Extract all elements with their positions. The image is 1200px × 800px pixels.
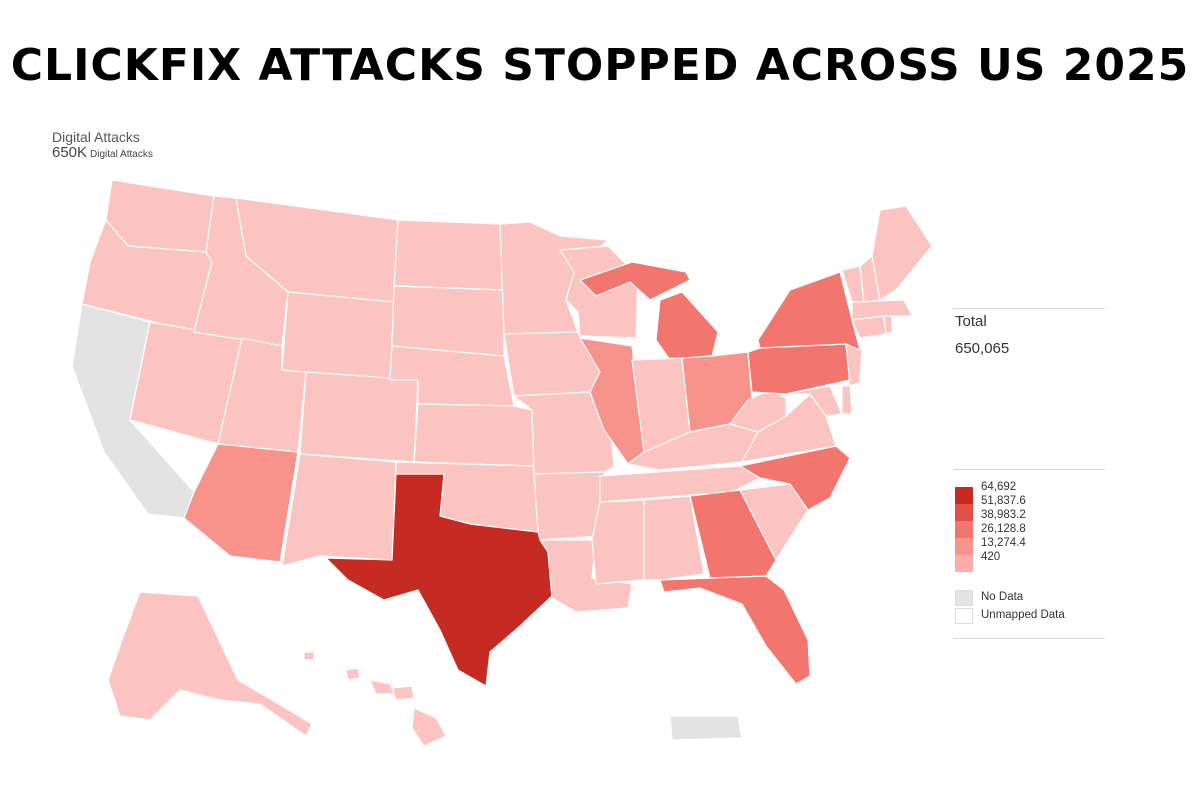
state-north-dakota <box>393 219 505 291</box>
state-west-virginia <box>729 389 787 433</box>
legend-swatch <box>955 538 973 555</box>
state-hawaii <box>303 651 315 661</box>
state-maryland <box>785 385 843 417</box>
legend-label: 51,837.6 <box>981 495 1026 507</box>
state-rhode-island <box>883 315 893 335</box>
metric-value-line: 650K Digital Attacks <box>52 145 153 162</box>
state-florida <box>659 575 811 685</box>
state-hawaii <box>345 667 361 681</box>
panel-divider-top <box>953 308 1105 309</box>
state-alaska <box>107 591 313 737</box>
legend-label: 64,692 <box>981 481 1017 493</box>
panel-divider-bottom <box>953 638 1105 639</box>
legend-label: 38,983.2 <box>981 509 1026 521</box>
state-arizona <box>183 443 299 563</box>
state-massachusetts <box>851 299 913 321</box>
state-maine <box>871 205 933 301</box>
metric-unit: Digital Attacks <box>90 149 153 161</box>
state-hawaii <box>391 685 415 701</box>
state-hawaii <box>369 679 397 695</box>
state-michigan <box>655 291 719 361</box>
state-new-mexico <box>281 453 397 567</box>
state-kansas <box>413 403 535 467</box>
total-value: 650,065 <box>955 340 1010 357</box>
state-wyoming <box>281 291 395 381</box>
total-label: Total <box>955 313 987 330</box>
legend-swatch <box>955 487 973 504</box>
legend-color-bar <box>955 487 973 572</box>
metric-value: 650K <box>52 144 88 162</box>
state-alabama <box>643 495 705 581</box>
legend-label: 420 <box>981 551 1001 563</box>
state-hawaii <box>411 707 447 747</box>
state-south-dakota <box>391 285 505 357</box>
state-puerto-rico <box>669 715 743 741</box>
state-arkansas <box>533 471 605 541</box>
metric-name: Digital Attacks <box>52 129 140 145</box>
metric-header: Digital Attacks 650K Digital Attacks <box>52 129 153 162</box>
state-mississippi <box>591 499 645 585</box>
legend-swatch <box>955 555 973 572</box>
state-colorado <box>299 371 419 463</box>
state-new-york <box>757 271 861 351</box>
no-data-label: No Data <box>981 591 1024 603</box>
legend-label: 13,274.4 <box>981 537 1026 549</box>
panel-divider-middle <box>953 469 1105 470</box>
state-texas <box>325 473 553 687</box>
legend-swatch <box>955 504 973 521</box>
unmapped-swatch <box>955 608 973 624</box>
unmapped-label: Unmapped Data <box>981 609 1065 621</box>
legend-label: 26,128.8 <box>981 523 1026 535</box>
page-title: CLICKFIX ATTACKS STOPPED ACROSS US 2025 <box>10 40 1190 91</box>
state-tennessee <box>599 465 761 503</box>
state-michigan <box>579 261 691 301</box>
state-north-carolina <box>739 445 851 511</box>
state-georgia <box>689 489 777 579</box>
state-delaware <box>841 385 853 415</box>
no-data-swatch <box>955 590 973 606</box>
legend-swatch <box>955 521 973 538</box>
state-pennsylvania <box>747 343 851 395</box>
